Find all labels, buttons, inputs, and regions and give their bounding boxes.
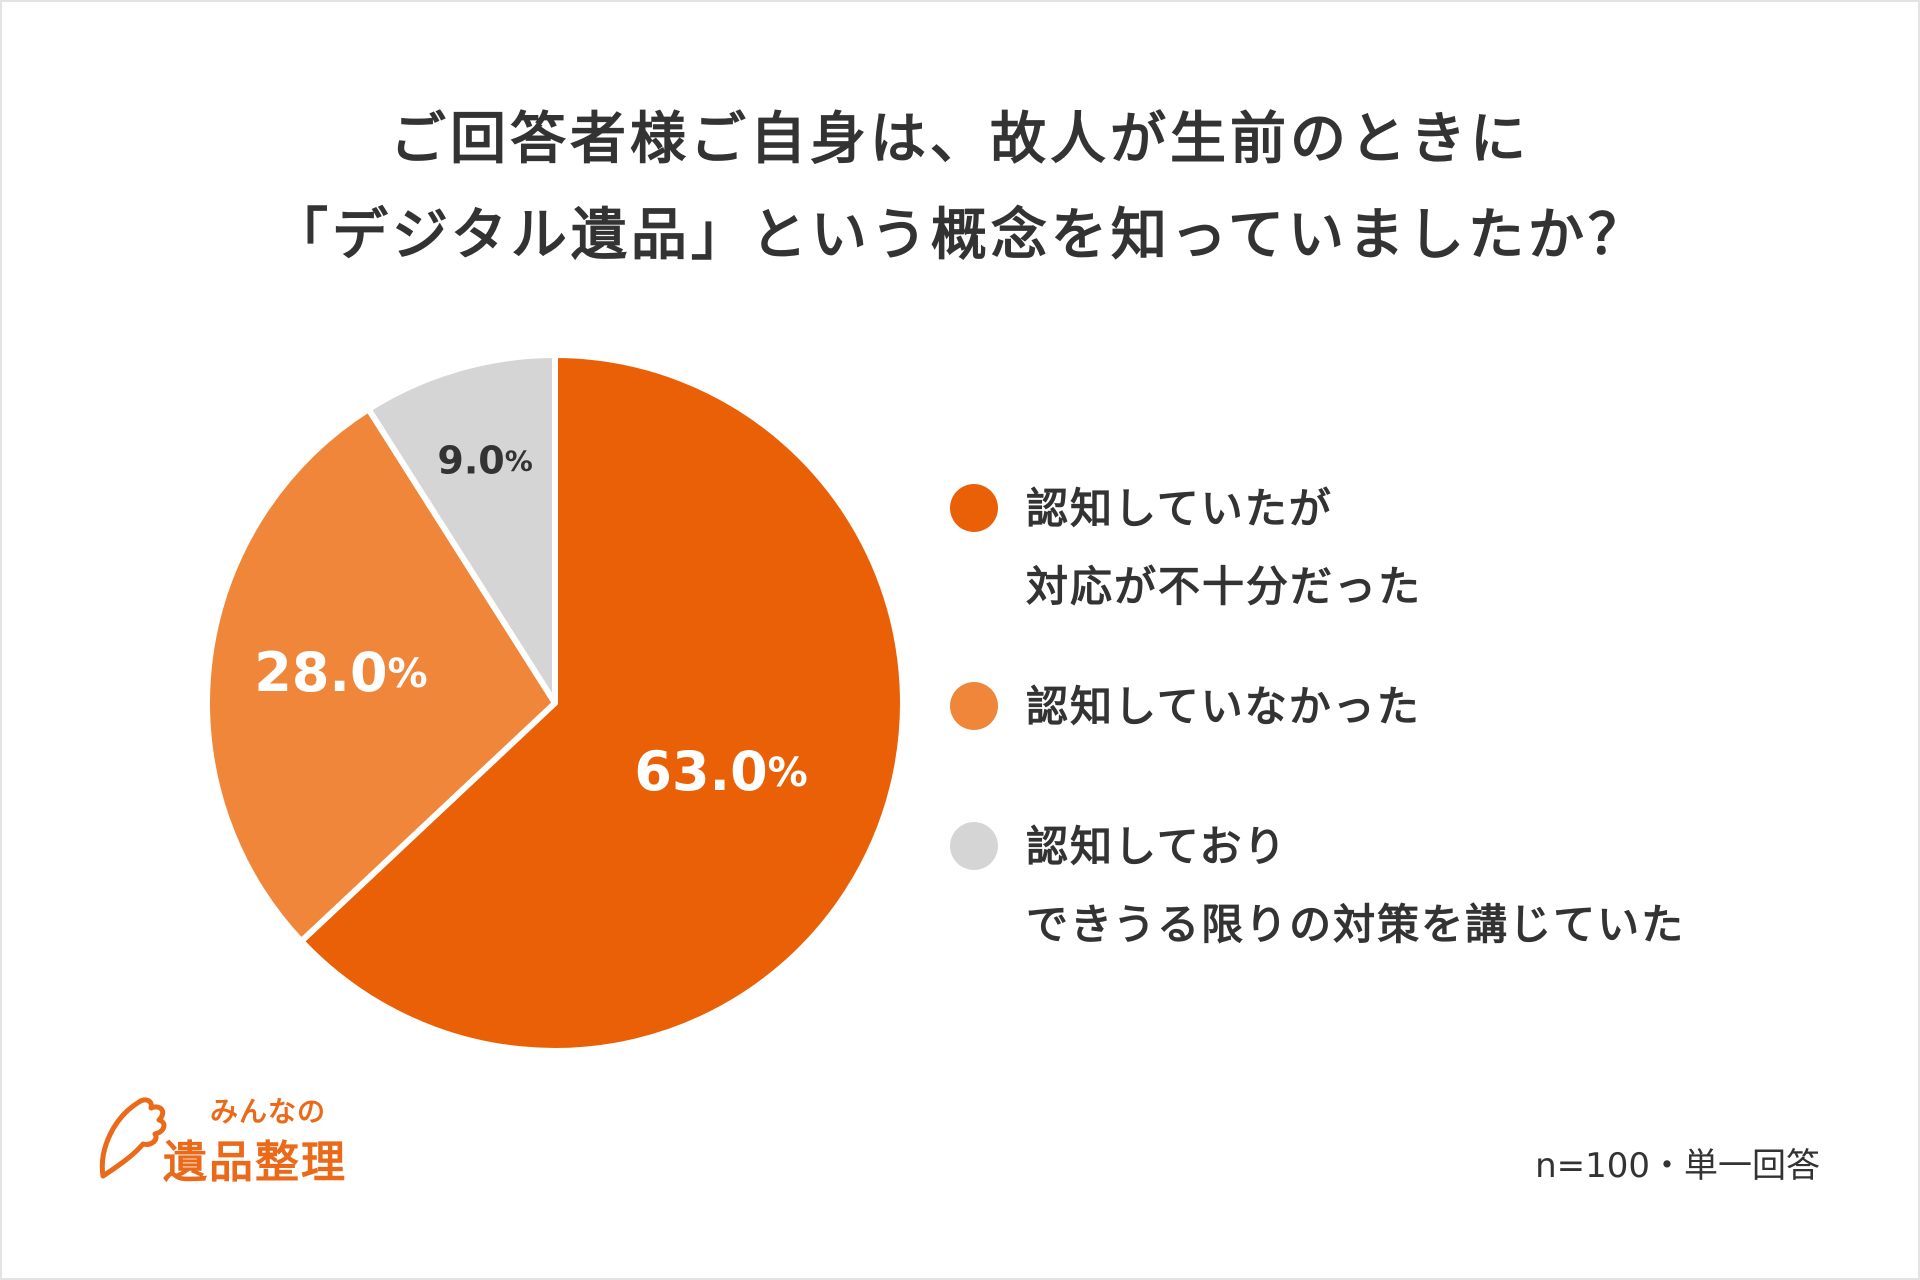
pie-slice-not-aware [204,406,558,945]
legend-label-line: 認知しており [1026,822,1288,871]
footnote: n=100・単一回答 [1535,1146,1820,1186]
pie-slice-aware-prepared [365,352,558,706]
legend-swatch [950,682,998,730]
legend: 認知していたが 対応が不十分だった 認知していなかった 認知しており できうる限… [950,470,1890,1006]
title-line-2: 「デジタル遺品」という概念を知っていましたか？ [271,203,1649,268]
pie-value-label: 28.0% [254,641,427,704]
legend-label-line: 認知していたが [1026,484,1333,533]
title-line-1: ご回答者様ご自身は、故人が生前のときに [390,107,1530,172]
legend-swatch [950,822,998,870]
pie-value-label: 9.0% [437,438,532,482]
legend-swatch [950,484,998,532]
legend-label: 認知していなかった [1026,668,1421,746]
brand-logo: みんなの 遺品整理 [95,1090,415,1190]
chart-title: ご回答者様ご自身は、故人が生前のときに 「デジタル遺品」という概念を知っていまし… [0,92,1920,284]
legend-item-not-aware: 認知していなかった [950,668,1890,746]
legend-item-aware-insufficient: 認知していたが 対応が不十分だった [950,470,1890,626]
legend-label-line: できうる限りの対策を講じていた [1026,900,1686,949]
pie-slice-aware-insufficient [298,352,906,1054]
logo-large-text: 遺品整理 [163,1137,347,1188]
legend-item-aware-prepared: 認知しており できうる限りの対策を講じていた [950,808,1890,964]
legend-label-line: 対応が不十分だった [1026,562,1423,611]
wing-icon [99,1097,167,1179]
pie-chart: 63.0% 28.0% 9.0% [204,352,906,1054]
pie-value-label: 63.0% [634,740,807,803]
legend-label: 認知しており できうる限りの対策を講じていた [1026,808,1685,964]
logo-small-text: みんなの [210,1095,327,1128]
legend-label-line: 認知していなかった [1026,682,1421,731]
legend-label: 認知していたが 対応が不十分だった [1026,470,1422,626]
